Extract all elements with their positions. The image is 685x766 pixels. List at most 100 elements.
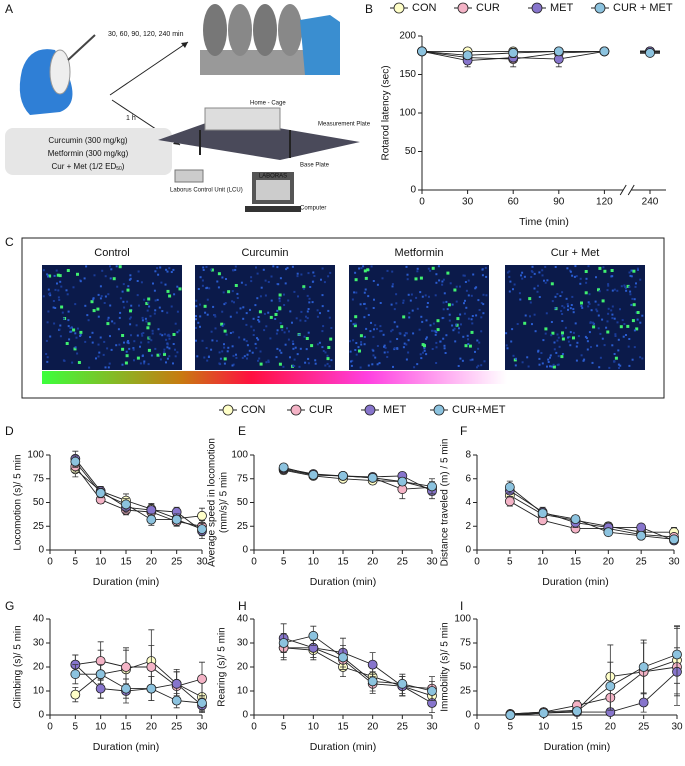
heat-speck: [52, 306, 55, 309]
heat-speck: [147, 348, 151, 352]
heat-speck: [483, 360, 486, 363]
heat-speck: [307, 308, 310, 310]
y-tick-label: 0: [242, 710, 248, 721]
x-tick-label: 0: [474, 557, 480, 568]
heat-speck: [303, 335, 306, 338]
heat-speck: [360, 267, 363, 270]
heat-speck: [151, 332, 154, 335]
heat-speck: [283, 331, 286, 334]
series-line: [283, 637, 433, 704]
legend-label: MET: [383, 404, 407, 416]
data-point: [70, 689, 81, 700]
heat-speck: [224, 302, 227, 304]
treatment: Curcumin (300 mg/kg): [48, 136, 127, 145]
heat-speck: [598, 290, 601, 293]
heat-speck: [597, 314, 600, 317]
heat-speck: [223, 343, 225, 346]
y-tick-label: 0: [242, 545, 248, 556]
heat-speck: [624, 287, 627, 290]
heat-speck: [533, 313, 536, 316]
heat-speck: [45, 353, 48, 355]
heat-speck: [305, 315, 307, 318]
heat-speck: [201, 339, 204, 342]
heat-speck: [386, 356, 389, 358]
heat-speck: [456, 317, 460, 321]
data-point: [508, 48, 519, 58]
heat-speck: [219, 363, 222, 366]
legend-marker: [364, 404, 376, 416]
heat-speck: [546, 279, 549, 282]
heat-speck: [611, 344, 614, 347]
heat-speck: [118, 265, 122, 269]
heat-speck: [425, 319, 428, 322]
heat-speck: [232, 354, 235, 357]
heat-speck: [259, 350, 262, 353]
heat-speck: [276, 329, 279, 332]
heat-speck: [379, 330, 382, 333]
data-point: [462, 50, 473, 61]
heat-speck: [74, 332, 77, 335]
data-point: [599, 46, 610, 57]
heat-speck: [113, 322, 116, 325]
heat-speck: [621, 319, 624, 322]
heat-speck: [558, 345, 561, 348]
heat-speck: [326, 357, 330, 361]
heat-speck: [284, 343, 287, 346]
heat-speck: [636, 267, 639, 270]
heat-speck: [158, 306, 161, 309]
heat-speck: [572, 336, 575, 340]
heat-speck: [46, 321, 49, 324]
heat-speck: [625, 289, 628, 292]
treatment-box: [5, 128, 172, 175]
heat-speck: [321, 346, 324, 349]
heat-speck: [584, 270, 588, 273]
heat-speck: [516, 323, 519, 325]
series-line: [74, 458, 203, 532]
x-axis-label: Duration (min): [310, 741, 377, 753]
heat-speck: [611, 275, 614, 278]
heat-speck: [431, 266, 435, 270]
heat-speck: [232, 331, 235, 334]
heat-speck: [139, 362, 142, 365]
heat-speck: [354, 322, 357, 325]
heat-speck: [130, 304, 133, 307]
heat-speck: [592, 321, 594, 324]
heat-speck: [372, 349, 375, 352]
heat-speck: [279, 322, 282, 325]
panel-label: F: [460, 424, 467, 438]
x-tick-label: 20: [603, 557, 615, 568]
heat-speck: [569, 269, 572, 272]
heatmap-label: Control: [94, 247, 129, 259]
heat-speck: [136, 334, 139, 337]
heat-speck: [523, 321, 527, 325]
heat-speck: [402, 315, 406, 319]
y-tick-label: 0: [38, 545, 44, 556]
heat-speck: [513, 283, 516, 286]
heat-speck: [561, 337, 565, 341]
heatmap-frame: [21, 237, 665, 399]
heat-speck: [554, 295, 557, 298]
heat-speck: [91, 331, 94, 334]
heat-speck: [468, 344, 472, 348]
color-scale: [42, 371, 507, 384]
heat-speck: [446, 308, 449, 311]
heat-speck: [383, 351, 386, 354]
heat-speck: [596, 310, 599, 313]
heat-speck: [561, 313, 564, 315]
heat-speck: [601, 318, 604, 321]
heat-speck: [597, 288, 600, 292]
heat-speck: [626, 324, 630, 328]
heat-speck: [378, 362, 381, 365]
heat-speck: [93, 274, 96, 277]
heat-speck: [427, 267, 430, 270]
heat-speck: [91, 341, 94, 344]
heat-speck: [351, 359, 354, 362]
heat-speck: [97, 315, 100, 318]
heat-speck: [304, 361, 307, 364]
heat-speck: [139, 345, 141, 348]
heat-speck: [565, 297, 568, 300]
heat-speck: [89, 336, 92, 339]
y-tick-label: 75: [237, 473, 249, 484]
series-line: [74, 466, 203, 527]
heat-speck: [252, 334, 255, 336]
